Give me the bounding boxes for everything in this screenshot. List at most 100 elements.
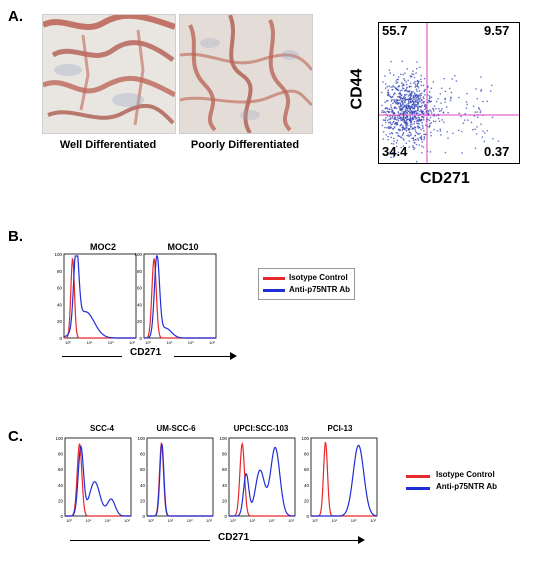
isotype-curve — [64, 257, 136, 339]
y-tick-label: 40 — [140, 483, 146, 488]
quadrant-bottom-right-value: 0.37 — [484, 144, 510, 159]
scatter-dots — [379, 23, 519, 163]
y-tick-label: 100 — [219, 436, 227, 441]
well-differentiated-micrograph — [42, 14, 176, 134]
scc4-title: SCC-4 — [89, 424, 114, 433]
x-tick-label: 10¹ — [167, 518, 173, 523]
x-tick-label: 10³ — [209, 340, 215, 345]
y-tick-label: 60 — [140, 467, 146, 472]
x-tick-label: 10⁰ — [145, 340, 151, 345]
umscc6-title: UM-SCC-6 — [156, 424, 196, 433]
cd44-cd271-scatter — [378, 22, 520, 164]
y-tick-label: 80 — [57, 269, 63, 274]
histogram-frame — [228, 437, 296, 517]
x-tick-label: 10⁰ — [66, 518, 72, 523]
antibody-curve — [144, 255, 216, 339]
histogram-frame — [146, 437, 214, 517]
y-tick-label: 0 — [139, 336, 142, 341]
x-tick-label: 10⁰ — [65, 340, 71, 345]
y-tick-label: 100 — [55, 436, 63, 441]
x-tick-label: 10² — [269, 518, 275, 523]
pci13-title: PCI-13 — [327, 424, 353, 433]
y-tick-label: 0 — [142, 514, 145, 519]
panel-c-label: C. — [8, 428, 23, 445]
poorly-differentiated-caption: Poorly Differentiated — [190, 139, 300, 151]
panel-b-legend: Isotype Control Anti-p75NTR Ab — [258, 268, 355, 300]
upciscc103-title: UPCI:SCC-103 — [233, 424, 289, 433]
antibody-curve — [65, 444, 131, 517]
x-tick-label: 10³ — [129, 340, 135, 345]
x-tick-label: 10³ — [206, 518, 212, 523]
y-tick-label: 40 — [58, 483, 64, 488]
antibody-curve — [311, 444, 378, 517]
legend-isotype-swatch — [406, 475, 430, 478]
x-tick-label: 10⁰ — [312, 518, 318, 523]
legend-isotype-swatch — [263, 277, 285, 280]
x-tick-label: 10¹ — [86, 340, 92, 345]
quadrant-top-right-value: 9.57 — [484, 23, 510, 38]
y-tick-label: 20 — [57, 319, 63, 324]
y-tick-label: 100 — [301, 436, 309, 441]
x-tick-label: 10⁰ — [230, 518, 236, 523]
y-tick-label: 100 — [134, 252, 142, 257]
y-tick-label: 20 — [140, 498, 146, 503]
x-tick-label: 10² — [105, 518, 111, 523]
isotype-curve — [65, 443, 131, 517]
y-tick-label: 20 — [137, 319, 143, 324]
isotype-curve — [147, 442, 213, 517]
y-tick-label: 100 — [137, 436, 145, 441]
histogram-frame — [310, 437, 378, 517]
y-tick-label: 20 — [222, 498, 228, 503]
well-differentiated-caption: Well Differentiated — [59, 139, 157, 151]
panel-c-x-axis-arrow — [70, 536, 370, 546]
isotype-curve — [229, 441, 295, 517]
y-tick-label: 0 — [60, 514, 63, 519]
x-tick-label: 10³ — [370, 518, 376, 523]
panel-c-x-label: CD271 — [218, 532, 250, 543]
legend-antibody-label: Anti-p75NTR Ab — [289, 285, 351, 294]
y-tick-label: 20 — [58, 498, 64, 503]
antibody-curve — [63, 255, 136, 339]
quadrant-bottom-left-value: 34.4 — [382, 144, 408, 159]
x-tick-label: 10⁰ — [148, 518, 154, 523]
panel-a-label: A. — [8, 8, 23, 25]
y-tick-label: 80 — [140, 452, 146, 457]
panel-b-label: B. — [8, 228, 23, 245]
y-tick-label: 100 — [54, 252, 62, 257]
scatter-x-label: CD271 — [420, 170, 470, 187]
panel-b-x-label: CD271 — [130, 347, 162, 358]
y-tick-label: 80 — [58, 452, 64, 457]
antibody-curve — [147, 443, 213, 517]
x-tick-label: 10² — [108, 340, 114, 345]
y-tick-label: 80 — [304, 452, 310, 457]
x-tick-label: 10¹ — [85, 518, 91, 523]
x-tick-label: 10² — [351, 518, 357, 523]
y-tick-label: 60 — [57, 286, 63, 291]
y-tick-label: 60 — [58, 467, 64, 472]
panel-b-x-axis-arrow — [62, 352, 242, 362]
quadrant-top-left-value: 55.7 — [382, 23, 408, 38]
legend-isotype-label: Isotype Control — [436, 470, 495, 479]
x-tick-label: 10² — [188, 340, 194, 345]
legend-antibody-label: Anti-p75NTR Ab — [436, 482, 498, 491]
y-tick-label: 0 — [224, 514, 227, 519]
antibody-curve — [229, 446, 295, 517]
y-tick-label: 40 — [57, 302, 63, 307]
legend-isotype-label: Isotype Control — [289, 273, 348, 282]
y-tick-label: 60 — [304, 467, 310, 472]
y-tick-label: 60 — [222, 467, 228, 472]
poorly-differentiated-micrograph — [179, 14, 313, 134]
x-tick-label: 10³ — [288, 518, 294, 523]
isotype-curve — [311, 441, 377, 517]
y-tick-label: 60 — [137, 286, 143, 291]
legend-antibody-swatch — [263, 289, 285, 292]
y-tick-label: 80 — [137, 269, 143, 274]
y-tick-label: 0 — [59, 336, 62, 341]
y-tick-label: 20 — [304, 498, 310, 503]
x-tick-label: 10¹ — [166, 340, 172, 345]
